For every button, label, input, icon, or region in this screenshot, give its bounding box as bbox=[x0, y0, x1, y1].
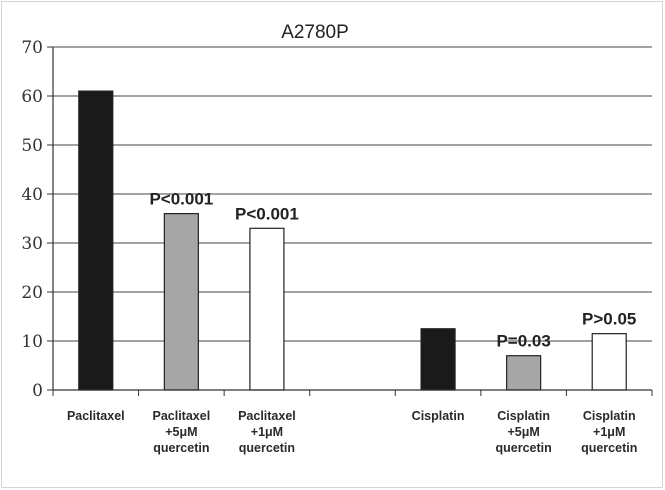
y-tick-labels: 0 10 20 30 40 50 60 70 bbox=[21, 38, 43, 401]
y-tick-label: 20 bbox=[21, 283, 43, 303]
category-label: quercetin bbox=[153, 441, 209, 455]
bar bbox=[420, 328, 456, 391]
category-label: quercetin bbox=[496, 441, 552, 455]
y-tick-label: 30 bbox=[21, 234, 43, 254]
y-tick-label: 70 bbox=[21, 38, 43, 58]
category-label: Paclitaxel bbox=[238, 409, 296, 423]
category-label: Cisplatin bbox=[497, 409, 550, 423]
bar bbox=[78, 90, 114, 391]
bar bbox=[163, 213, 199, 391]
category-label: quercetin bbox=[239, 441, 295, 455]
category-label: Paclitaxel bbox=[67, 409, 125, 423]
category-label: Cisplatin bbox=[583, 409, 636, 423]
y-tick-label: 50 bbox=[21, 136, 43, 156]
category-label: quercetin bbox=[581, 441, 637, 455]
bar bbox=[591, 333, 627, 391]
p-value-label: P<0.001 bbox=[149, 190, 213, 209]
y-tick-label: 60 bbox=[21, 87, 43, 107]
category-label: Paclitaxel bbox=[153, 409, 211, 423]
y-tick-label: 40 bbox=[21, 185, 43, 205]
gridlines bbox=[53, 46, 652, 342]
category-label: +5μM bbox=[165, 425, 197, 439]
p-value-label: P>0.05 bbox=[582, 310, 636, 329]
category-label: +5μM bbox=[507, 425, 539, 439]
chart-title: A2780P bbox=[281, 22, 349, 43]
p-value-label: P<0.001 bbox=[235, 204, 299, 223]
category-labels: Paclitaxel Paclitaxel +5μM quercetin Paclita… bbox=[67, 409, 637, 455]
category-label: +1μM bbox=[251, 425, 283, 439]
bars bbox=[78, 90, 627, 391]
y-tick-label: 10 bbox=[21, 332, 43, 352]
category-label: Cisplatin bbox=[412, 409, 465, 423]
category-label: +1μM bbox=[593, 425, 625, 439]
bar bbox=[249, 227, 285, 391]
p-value-annotations: P<0.001 P<0.001 P=0.03 P>0.05 bbox=[149, 190, 636, 351]
axes bbox=[47, 46, 653, 396]
y-tick-label: 0 bbox=[32, 381, 43, 401]
bar bbox=[506, 355, 542, 391]
p-value-label: P=0.03 bbox=[496, 332, 550, 351]
